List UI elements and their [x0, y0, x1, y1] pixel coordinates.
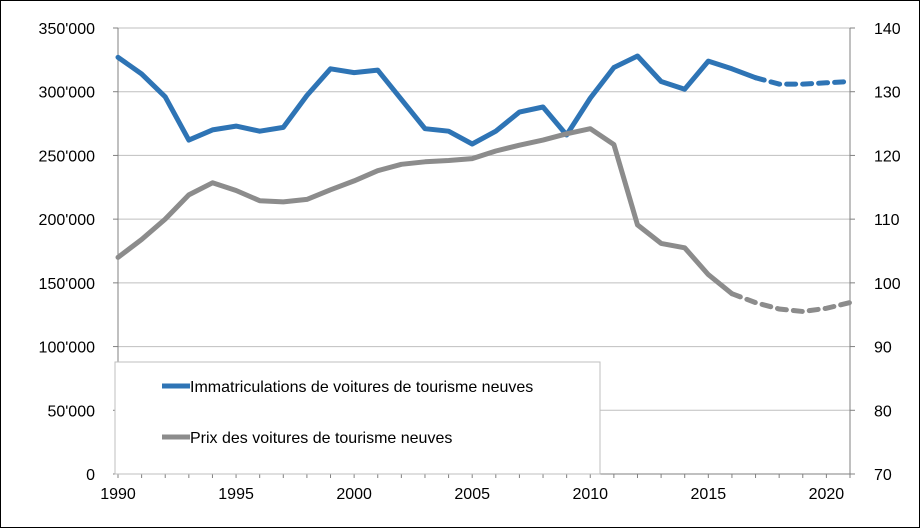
y-right-tick-label: 80: [874, 403, 892, 420]
y-right-tick-label: 100: [874, 276, 901, 293]
x-tick-label: 2020: [809, 486, 845, 503]
legend-box: [114, 361, 601, 475]
x-tick-label: 2015: [691, 486, 727, 503]
series-lines: [115, 53, 853, 315]
y-left-tick-label: 200'000: [39, 212, 96, 229]
y-right-tick-label: 110: [874, 212, 900, 229]
x-tick-label: 1995: [218, 486, 254, 503]
series-line-immatriculations: [115, 53, 758, 147]
y-right-tick-label: 70: [874, 467, 892, 484]
series-forecast-line-prix: [729, 291, 853, 315]
y-left-tick-label: 250'000: [39, 148, 96, 165]
x-tick-label: 2000: [336, 486, 372, 503]
gridlines: [118, 27, 850, 411]
legend: Immatriculations de voitures de tourisme…: [114, 361, 601, 475]
y-left-tick-label: 350'000: [39, 21, 96, 38]
x-tick-label: 2005: [454, 486, 490, 503]
y-right-tick-label: 120: [874, 148, 901, 165]
legend-label-immatriculations: Immatriculations de voitures de tourisme…: [190, 379, 533, 396]
tick-labels: 0 50'000 100'000 150'000 200'000 250'000 300'0…: [39, 21, 901, 503]
y-left-tick-label: 150'000: [39, 276, 96, 293]
series-line-prix: [115, 126, 735, 297]
x-tick-label: 2010: [572, 486, 608, 503]
y-left-tick-label: 0: [86, 467, 95, 484]
legend-label-prix: Prix des voitures de tourisme neuves: [190, 430, 452, 447]
y-right-tick-label: 140: [874, 21, 901, 38]
y-left-tick-label: 100'000: [39, 340, 96, 357]
y-left-tick-label: 50'000: [47, 403, 95, 420]
y-left-tick-label: 300'000: [39, 85, 96, 102]
y-right-tick-label: 90: [874, 340, 892, 357]
y-right-tick-label: 130: [874, 85, 901, 102]
series-forecast-line-immatriculations: [753, 75, 853, 87]
x-tick-label: 1990: [100, 486, 136, 503]
